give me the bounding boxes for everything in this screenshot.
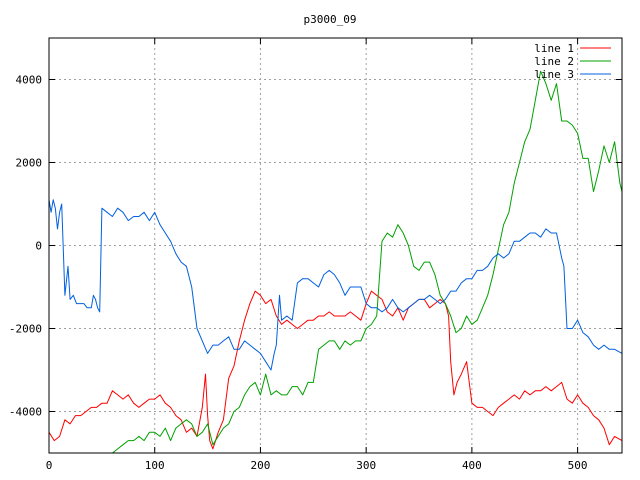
y-tick-label: 2000 xyxy=(16,157,43,170)
plot-lines xyxy=(49,70,622,453)
y-tick-label: -4000 xyxy=(9,406,42,419)
series-line-3 xyxy=(49,199,622,371)
y-tick-label: 4000 xyxy=(16,74,43,87)
series-line-2 xyxy=(112,70,622,453)
x-tick-label: 0 xyxy=(46,459,53,472)
legend-label: line 3 xyxy=(534,68,574,81)
x-tick-label: 400 xyxy=(462,459,482,472)
grid xyxy=(49,38,622,453)
x-tick-label: 200 xyxy=(251,459,271,472)
x-tick-label: 500 xyxy=(568,459,588,472)
series-line-1 xyxy=(49,290,622,450)
axis-ticks: 0 100 200 300 400 500 -4000 -2000 0 2000 4000 xyxy=(9,38,622,472)
x-tick-label: 300 xyxy=(356,459,376,472)
x-tick-label: 100 xyxy=(145,459,165,472)
legend-label: line 1 xyxy=(534,42,574,55)
legend-label: line 2 xyxy=(534,55,574,68)
chart-title: p3000_09 xyxy=(304,13,357,26)
y-tick-label: -2000 xyxy=(9,323,42,336)
y-tick-label: 0 xyxy=(35,240,42,253)
